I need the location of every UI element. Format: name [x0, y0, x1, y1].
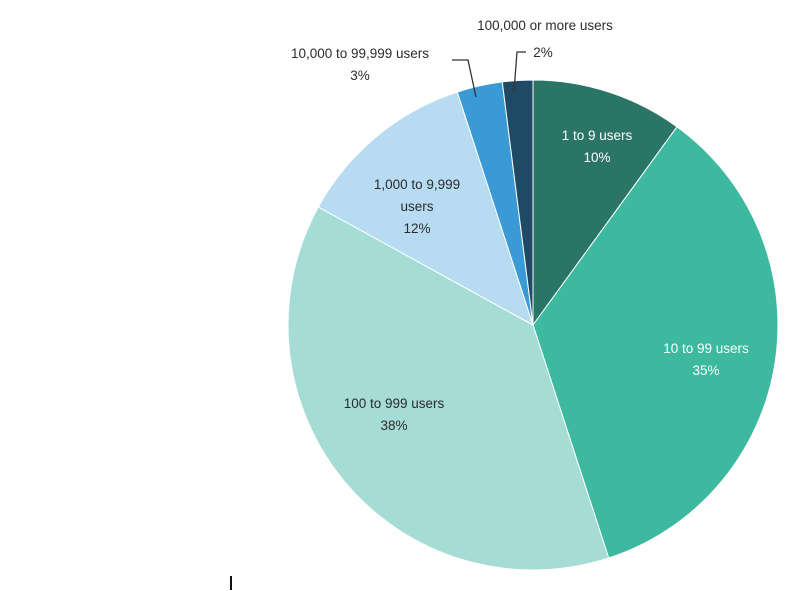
slice-label-2: 10 to 99 users 35%	[663, 341, 749, 378]
slice-label-line: 1 to 9 users	[562, 128, 633, 143]
slice-label-line: 1,000 to 9,999	[374, 177, 460, 192]
slice-label-line: users	[400, 199, 433, 214]
pie-slices	[287, 79, 779, 571]
callout-leaders	[452, 51, 526, 98]
slice-label-6: 100,000 or more users 2%	[477, 18, 613, 60]
slice-label-line: 100 to 999 users	[344, 396, 445, 411]
pie-slice-2	[532, 126, 779, 559]
pie-slice-3	[287, 206, 610, 571]
text-cursor-icon	[230, 576, 232, 590]
slice-label-line: 3%	[350, 68, 370, 83]
slice-label-line: 12%	[403, 221, 430, 236]
pie-slice-4	[317, 91, 534, 327]
slice-label-line: 100,000 or more users	[477, 18, 613, 33]
callout-leader-5	[452, 59, 477, 98]
slice-label-line: 10 to 99 users	[663, 341, 749, 356]
slice-label-line: 10%	[583, 150, 610, 165]
slice-label-3: 100 to 999 users 38%	[344, 396, 445, 433]
slice-label-4: 1,000 to 9,999 users 12%	[374, 177, 460, 236]
slice-label-line: 38%	[380, 418, 407, 433]
slice-label-line: 10,000 to 99,999 users	[291, 46, 429, 61]
slice-label-line: 2%	[533, 45, 553, 60]
slice-label-5: 10,000 to 99,999 users 3%	[291, 46, 429, 83]
callout-leader-6	[513, 51, 526, 92]
pie-slice-1	[532, 79, 678, 327]
slice-label-1: 1 to 9 users 10%	[562, 128, 633, 165]
slice-label-line: 35%	[692, 363, 719, 378]
pie-slice-6	[501, 79, 534, 326]
slice-labels: 1 to 9 users 10% 10 to 99 users 35% 100 to 9…	[291, 18, 749, 433]
